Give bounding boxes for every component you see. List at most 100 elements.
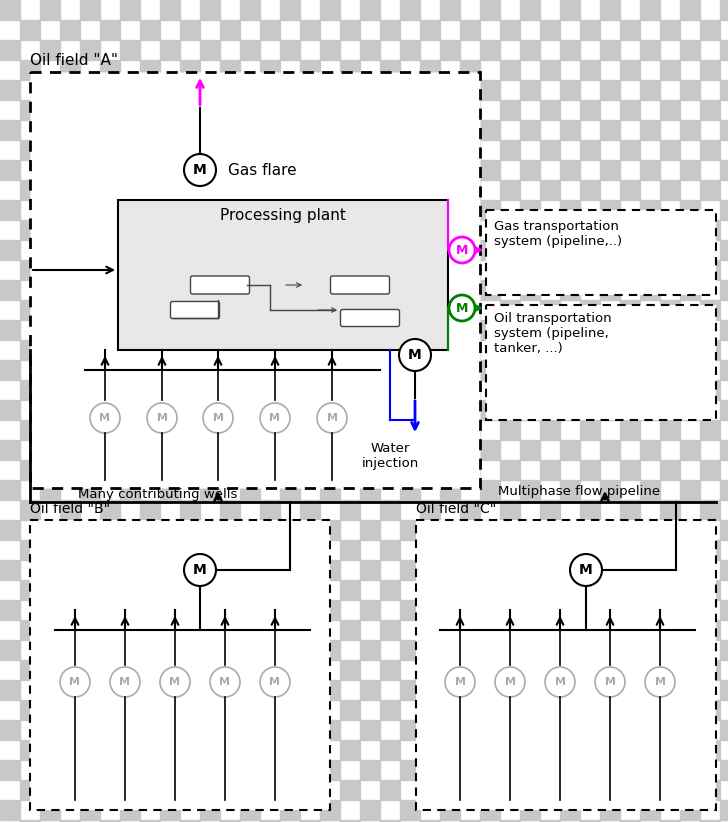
- Bar: [680, 480, 700, 500]
- Bar: [400, 400, 420, 420]
- Bar: [100, 220, 120, 240]
- Bar: [100, 460, 120, 480]
- Bar: [300, 500, 320, 520]
- Bar: [560, 280, 580, 300]
- Bar: [640, 720, 660, 740]
- Bar: [120, 800, 140, 820]
- Circle shape: [160, 667, 190, 697]
- Bar: [100, 100, 120, 120]
- Bar: [200, 400, 220, 420]
- Bar: [220, 420, 240, 440]
- Bar: [420, 300, 440, 320]
- Bar: [220, 620, 240, 640]
- Bar: [720, 0, 728, 20]
- Bar: [560, 40, 580, 60]
- Bar: [680, 320, 700, 340]
- Bar: [660, 740, 680, 760]
- FancyBboxPatch shape: [341, 310, 400, 326]
- Bar: [80, 320, 100, 340]
- Bar: [600, 800, 620, 820]
- Bar: [500, 820, 520, 822]
- Bar: [380, 620, 400, 640]
- Bar: [40, 280, 60, 300]
- Bar: [520, 640, 540, 660]
- Bar: [360, 560, 380, 580]
- Bar: [180, 140, 200, 160]
- Bar: [340, 260, 360, 280]
- Bar: [700, 20, 720, 40]
- Bar: [380, 180, 400, 200]
- Bar: [460, 820, 480, 822]
- Bar: [480, 120, 500, 140]
- Bar: [560, 680, 580, 700]
- Bar: [420, 820, 440, 822]
- Bar: [140, 700, 160, 720]
- Circle shape: [210, 667, 240, 697]
- Bar: [480, 400, 500, 420]
- Bar: [380, 140, 400, 160]
- Bar: [680, 200, 700, 220]
- Bar: [420, 540, 440, 560]
- Bar: [660, 140, 680, 160]
- Bar: [240, 200, 260, 220]
- Bar: [280, 240, 300, 260]
- Bar: [360, 280, 380, 300]
- Bar: [140, 300, 160, 320]
- Bar: [660, 700, 680, 720]
- Circle shape: [260, 667, 290, 697]
- Bar: [80, 200, 100, 220]
- Bar: [360, 80, 380, 100]
- Circle shape: [260, 403, 290, 433]
- Bar: [420, 460, 440, 480]
- Bar: [320, 560, 340, 580]
- Text: Gas transportation
system (pipeline,..): Gas transportation system (pipeline,..): [494, 220, 622, 248]
- Bar: [260, 540, 280, 560]
- Bar: [560, 720, 580, 740]
- Bar: [260, 60, 280, 80]
- Bar: [400, 680, 420, 700]
- Bar: [120, 160, 140, 180]
- Bar: [500, 780, 520, 800]
- Bar: [460, 420, 480, 440]
- Bar: [40, 480, 60, 500]
- Bar: [20, 460, 40, 480]
- Bar: [60, 140, 80, 160]
- Bar: [520, 120, 540, 140]
- Bar: [0, 800, 20, 820]
- Bar: [620, 460, 640, 480]
- Bar: [660, 340, 680, 360]
- Bar: [720, 760, 728, 780]
- Bar: [0, 600, 20, 620]
- Text: M: M: [505, 677, 515, 687]
- Bar: [160, 200, 180, 220]
- Bar: [640, 240, 660, 260]
- Bar: [240, 240, 260, 260]
- Bar: [700, 700, 720, 720]
- Bar: [560, 80, 580, 100]
- Bar: [700, 60, 720, 80]
- Bar: [480, 280, 500, 300]
- Bar: [700, 420, 720, 440]
- Bar: [700, 180, 720, 200]
- Bar: [300, 700, 320, 720]
- Circle shape: [203, 403, 233, 433]
- Bar: [560, 600, 580, 620]
- Bar: [260, 20, 280, 40]
- Bar: [340, 420, 360, 440]
- Bar: [600, 200, 620, 220]
- Bar: [200, 40, 220, 60]
- Bar: [480, 200, 500, 220]
- Bar: [380, 420, 400, 440]
- Bar: [140, 340, 160, 360]
- Bar: [340, 700, 360, 720]
- Bar: [100, 340, 120, 360]
- Bar: [160, 440, 180, 460]
- Bar: [300, 460, 320, 480]
- Bar: [560, 640, 580, 660]
- Bar: [160, 400, 180, 420]
- Bar: [660, 60, 680, 80]
- Bar: [580, 580, 600, 600]
- Bar: [260, 300, 280, 320]
- Bar: [580, 420, 600, 440]
- Bar: [460, 780, 480, 800]
